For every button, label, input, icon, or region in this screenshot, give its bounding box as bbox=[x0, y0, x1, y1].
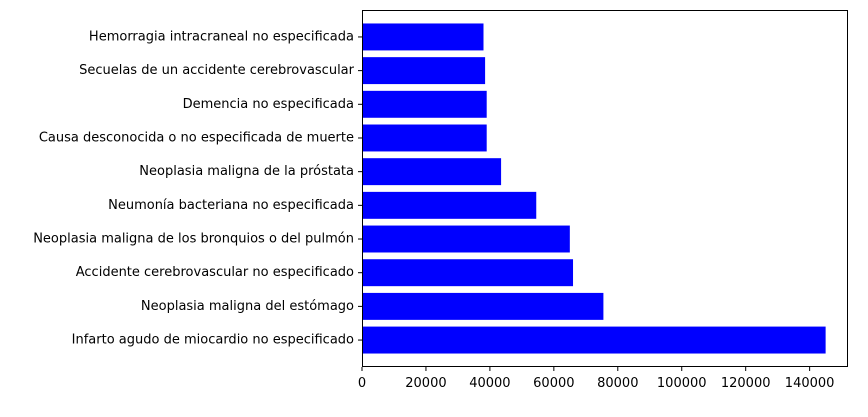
bar bbox=[362, 259, 574, 287]
y-tick-label: Causa desconocida o no especificada de m… bbox=[39, 130, 354, 145]
x-tick-label: 0 bbox=[358, 376, 366, 391]
y-tick-label: Hemorragia intracraneal no especificada bbox=[89, 29, 354, 44]
x-ticks: 0 20000 40000 60000 80000 100000 120000 140000 bbox=[358, 367, 835, 391]
x-tick-label: 140000 bbox=[785, 376, 835, 391]
bar bbox=[362, 191, 537, 219]
bar bbox=[362, 158, 502, 186]
x-tick-label: 80000 bbox=[597, 376, 638, 391]
y-tick-label: Infarto agudo de miocardio no especifica… bbox=[72, 333, 354, 348]
x-tick-label: 120000 bbox=[721, 376, 771, 391]
y-tick-label: Accidente cerebrovascular no especificad… bbox=[76, 265, 354, 280]
bar bbox=[362, 124, 487, 152]
x-tick-label: 20000 bbox=[405, 376, 446, 391]
bar bbox=[362, 23, 484, 51]
bars-group bbox=[362, 23, 826, 354]
bar bbox=[362, 225, 570, 253]
y-tick-label: Neoplasia maligna del estómago bbox=[141, 299, 354, 314]
y-tick-label: Demencia no especificada bbox=[183, 97, 354, 112]
y-tick-label: Neoplasia maligna de la próstata bbox=[139, 164, 354, 179]
x-tick-label: 100000 bbox=[657, 376, 707, 391]
x-tick-label: 60000 bbox=[533, 376, 574, 391]
y-tick-label: Neumonía bacteriana no especificada bbox=[108, 198, 354, 213]
plot-frame bbox=[362, 10, 848, 367]
y-tick-label: Neoplasia maligna de los bronquios o del… bbox=[33, 232, 354, 247]
x-tick-label: 40000 bbox=[469, 376, 510, 391]
y-tick-label: Secuelas de un accidente cerebrovascular bbox=[79, 63, 355, 78]
bar bbox=[362, 90, 487, 118]
bar bbox=[362, 292, 604, 320]
y-tick-labels: Infarto agudo de miocardio no especifica… bbox=[33, 29, 362, 348]
bar bbox=[362, 57, 486, 85]
bar bbox=[362, 326, 826, 354]
